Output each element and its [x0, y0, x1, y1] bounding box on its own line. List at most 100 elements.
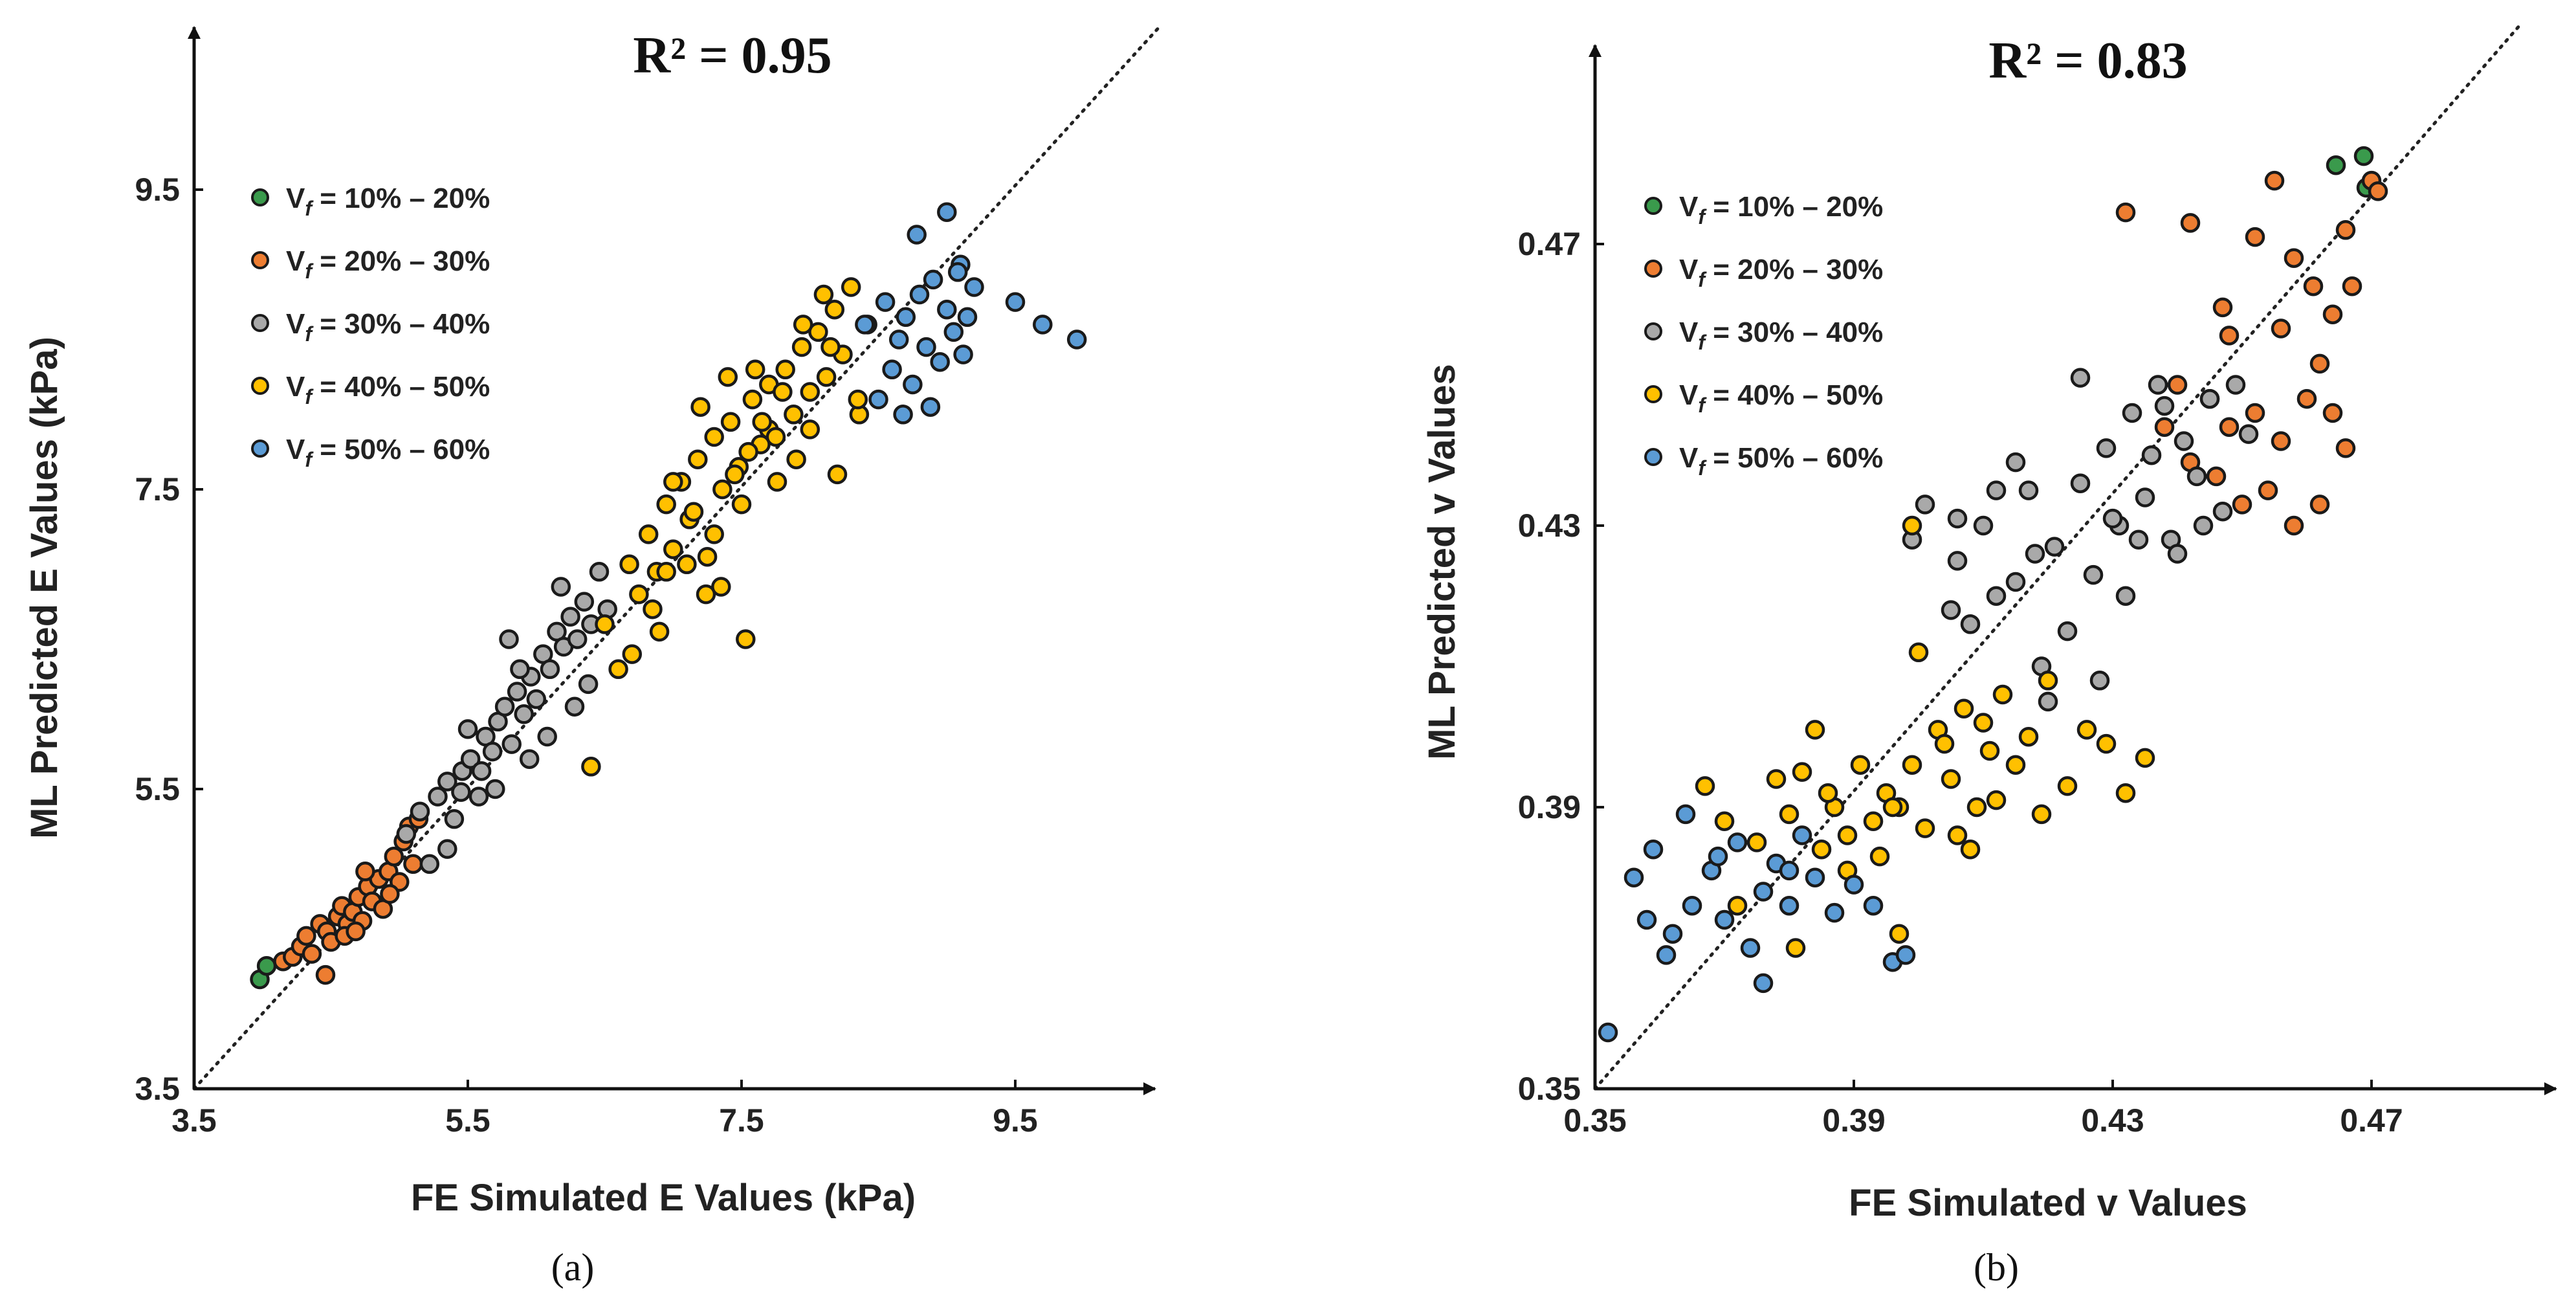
point-a-s4-22 [953, 344, 973, 364]
point-a-s1-3 [296, 926, 316, 946]
y-tick-label-b-0: 0.35 [1518, 1071, 1581, 1107]
point-a-s1-29 [346, 921, 366, 942]
point-b-s3-7 [1811, 839, 1832, 860]
legend-marker-b-3 [1644, 385, 1662, 403]
point-b-s3-39 [1986, 790, 2007, 810]
point-a-s3-33 [731, 494, 752, 515]
point-b-s3-34 [1960, 839, 1981, 860]
point-a-s4-5 [896, 307, 916, 328]
point-a-s3-56 [683, 502, 704, 522]
point-b-s3-4 [1766, 769, 1787, 789]
ticks-a: 3.5 5.5 7.5 9.5 3.5 5.5 7.5 9.5 [135, 172, 1037, 1139]
point-b-s1-2 [2219, 326, 2240, 346]
x-tick-label-a-1: 5.5 [445, 1102, 490, 1139]
x-tick-label-b-0: 0.35 [1563, 1102, 1626, 1139]
point-b-s2-3 [1960, 614, 1981, 634]
point-b-s1-28 [2154, 417, 2175, 437]
point-b-s2-13 [2096, 438, 2117, 458]
point-b-s4-7 [1727, 832, 1748, 852]
point-b-s3-24 [2038, 671, 2058, 691]
caption-a: (a) [551, 1246, 595, 1289]
point-a-s3-25 [800, 382, 820, 402]
point-a-s3-18 [742, 389, 763, 410]
point-a-s2-3 [428, 786, 448, 807]
chart-panel-b: Vf = 10% – 20% Vf = 20% – 30% Vf = 30% – 4… [1421, 23, 2557, 1289]
point-b-s3-40 [1902, 515, 1922, 536]
x-tick-label-a-3: 9.5 [993, 1102, 1038, 1139]
point-a-s2-36 [551, 577, 571, 597]
point-b-s1-14 [2167, 375, 2188, 395]
point-a-s3-28 [824, 299, 845, 320]
point-b-s3-26 [2076, 720, 2097, 740]
legend-b: Vf = 10% – 20% Vf = 20% – 30% Vf = 30% – 4… [1644, 191, 1883, 480]
legend-marker-a-4 [251, 440, 269, 458]
point-b-s2-2 [1947, 551, 1968, 571]
point-a-s4-21 [907, 225, 927, 245]
point-a-s3-27 [816, 367, 837, 387]
point-b-s3-14 [1902, 755, 1922, 775]
legend-label-b-0: Vf = 10% – 20% [1679, 191, 1883, 228]
point-a-s2-12 [494, 696, 515, 717]
point-a-s2-14 [507, 682, 527, 702]
point-a-s4-19 [1033, 315, 1053, 335]
point-b-s3-29 [2135, 748, 2155, 768]
point-b-s2-27 [1941, 600, 1961, 620]
point-b-s1-6 [2303, 276, 2324, 296]
x-tick-label-a-0: 3.5 [171, 1102, 217, 1139]
legend-label-b-4: Vf = 50% – 60% [1679, 442, 1883, 480]
point-a-s2-37 [451, 782, 471, 802]
point-b-s4-3 [1662, 924, 1683, 944]
point-b-s4-8 [1740, 938, 1761, 958]
point-a-s3-26 [808, 322, 828, 342]
y-tick-label-a-0: 3.5 [135, 1071, 180, 1107]
legend-label-b-2: Vf = 30% – 40% [1679, 317, 1883, 354]
point-a-s4-3 [882, 359, 902, 380]
point-a-s2-32 [564, 696, 585, 717]
point-a-s4-10 [930, 351, 950, 372]
point-a-s2-29 [485, 779, 505, 799]
y-tick-label-b-3: 0.47 [1518, 226, 1581, 262]
point-b-s4-23 [1656, 945, 1677, 965]
point-a-s4-24 [947, 262, 968, 282]
legend-label-a-2: Vf = 30% – 40% [286, 308, 490, 346]
point-a-s3-15 [720, 412, 741, 432]
point-b-s3-23 [2018, 726, 2039, 747]
point-b-s4-4 [1682, 895, 1702, 916]
point-b-s2-33 [2193, 515, 2214, 536]
point-b-s4-0 [1598, 1022, 1618, 1043]
legend-marker-a-2 [251, 314, 269, 332]
point-b-s2-24 [2238, 424, 2259, 444]
point-b-s2-21 [2199, 388, 2220, 409]
point-b-s1-19 [2296, 388, 2317, 409]
point-b-s3-20 [1979, 741, 2000, 761]
point-b-s2-28 [2115, 586, 2136, 606]
point-a-s2-4 [437, 772, 457, 792]
point-b-s4-21 [1675, 804, 1696, 825]
point-a-s3-7 [656, 494, 676, 515]
point-b-s2-5 [1986, 586, 2007, 606]
point-a-s3-30 [841, 277, 861, 297]
point-b-s4-15 [1844, 874, 1864, 895]
reference-line-b [1593, 23, 2522, 1091]
point-b-s2-30 [2038, 691, 2058, 712]
point-b-s1-18 [2271, 431, 2291, 451]
point-a-s4-16 [920, 397, 941, 417]
point-b-s2-32 [2141, 445, 2162, 465]
point-b-s4-11 [1779, 895, 1800, 916]
chart-panel-a: Vf = 10% – 20% Vf = 20% – 30% Vf = 30% – 4… [23, 23, 1163, 1289]
point-b-s4-14 [1824, 902, 1845, 923]
point-a-s2-2 [419, 854, 440, 874]
legend-label-b-3: Vf = 40% – 50% [1679, 379, 1883, 417]
point-a-s3-12 [696, 584, 716, 605]
point-b-s4-12 [1792, 825, 1812, 845]
point-b-s3-37 [1818, 783, 1838, 803]
y-tick-label-a-3: 9.5 [135, 172, 180, 208]
point-b-s3-36 [1869, 846, 1890, 867]
legend-marker-a-1 [251, 251, 269, 269]
point-a-s3-8 [663, 539, 683, 559]
point-a-s1-27 [355, 862, 375, 882]
point-b-s3-30 [1785, 938, 1806, 958]
point-a-s2-8 [468, 786, 489, 807]
point-a-s2-15 [514, 704, 534, 724]
point-b-s3-18 [1954, 698, 1974, 718]
